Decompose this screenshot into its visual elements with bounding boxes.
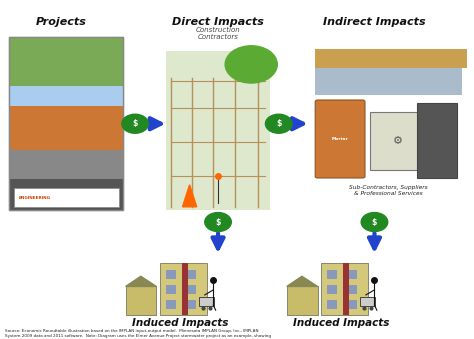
Circle shape — [122, 114, 148, 133]
Text: Sub-Contractors, Suppliers
& Professional Services: Sub-Contractors, Suppliers & Professiona… — [349, 185, 428, 196]
FancyBboxPatch shape — [186, 270, 196, 279]
FancyBboxPatch shape — [199, 297, 214, 306]
Polygon shape — [126, 276, 156, 286]
FancyBboxPatch shape — [360, 297, 375, 306]
Text: Direct Impacts: Direct Impacts — [172, 17, 264, 27]
Circle shape — [225, 46, 277, 83]
Text: $: $ — [215, 218, 221, 226]
FancyBboxPatch shape — [315, 49, 467, 68]
FancyBboxPatch shape — [186, 300, 196, 309]
FancyBboxPatch shape — [315, 100, 365, 178]
FancyBboxPatch shape — [160, 263, 207, 315]
FancyBboxPatch shape — [126, 286, 156, 315]
Text: Induced Impacts: Induced Impacts — [132, 318, 228, 328]
Text: ENGINEERING: ENGINEERING — [19, 196, 51, 200]
Text: Mortar: Mortar — [331, 137, 348, 141]
FancyBboxPatch shape — [327, 270, 337, 279]
FancyBboxPatch shape — [166, 300, 176, 309]
FancyBboxPatch shape — [166, 51, 270, 210]
FancyBboxPatch shape — [343, 263, 349, 315]
FancyBboxPatch shape — [370, 112, 427, 170]
Text: Source: Economic Roundtable illustration based on the IMPLAN input-output model.: Source: Economic Roundtable illustration… — [5, 329, 271, 339]
FancyBboxPatch shape — [9, 106, 123, 150]
Text: Construction
Contractors: Construction Contractors — [196, 27, 240, 40]
FancyBboxPatch shape — [14, 188, 118, 207]
FancyBboxPatch shape — [9, 37, 123, 210]
FancyBboxPatch shape — [321, 263, 368, 315]
FancyBboxPatch shape — [9, 86, 123, 106]
Text: Indirect Impacts: Indirect Impacts — [323, 17, 426, 27]
FancyBboxPatch shape — [347, 285, 357, 294]
Text: $: $ — [132, 119, 138, 128]
FancyBboxPatch shape — [9, 179, 123, 210]
FancyBboxPatch shape — [327, 285, 337, 294]
Polygon shape — [287, 276, 318, 286]
Text: $: $ — [372, 218, 377, 226]
Text: Induced Impacts: Induced Impacts — [293, 318, 390, 328]
FancyBboxPatch shape — [287, 286, 318, 315]
Polygon shape — [182, 185, 197, 207]
Circle shape — [361, 213, 388, 232]
FancyBboxPatch shape — [9, 37, 123, 86]
Circle shape — [265, 114, 292, 133]
FancyBboxPatch shape — [347, 270, 357, 279]
FancyBboxPatch shape — [9, 150, 123, 179]
Circle shape — [205, 213, 231, 232]
FancyBboxPatch shape — [182, 263, 188, 315]
FancyBboxPatch shape — [166, 270, 176, 279]
Text: ⚙: ⚙ — [393, 136, 403, 146]
FancyBboxPatch shape — [327, 300, 337, 309]
FancyBboxPatch shape — [166, 285, 176, 294]
FancyBboxPatch shape — [315, 51, 462, 95]
FancyBboxPatch shape — [347, 300, 357, 309]
Text: Projects: Projects — [36, 17, 87, 27]
FancyBboxPatch shape — [186, 285, 196, 294]
Text: $: $ — [276, 119, 282, 128]
FancyBboxPatch shape — [417, 103, 457, 178]
